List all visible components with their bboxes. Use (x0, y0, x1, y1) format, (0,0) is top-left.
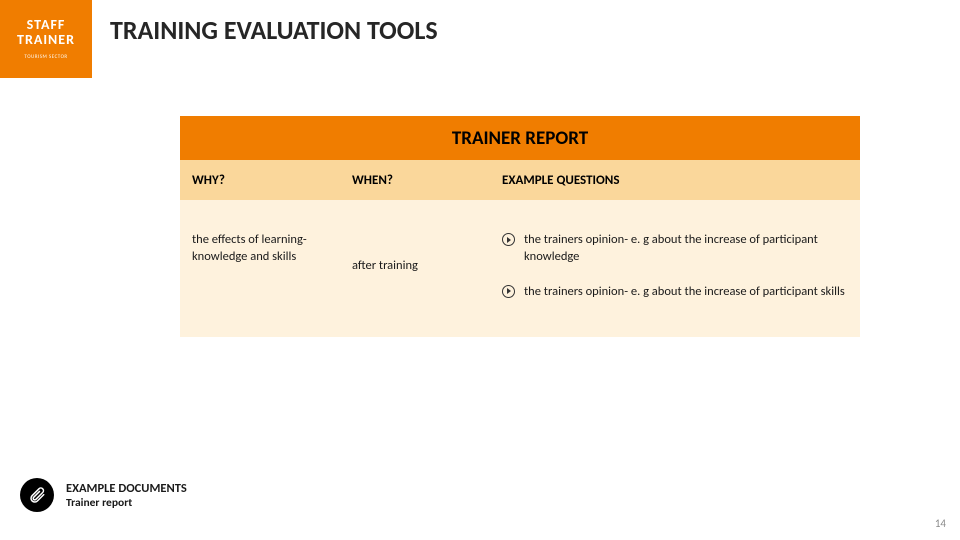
logo-line2: TRAINER (17, 33, 75, 48)
logo-tagline: TOURISM SECTOR (24, 54, 67, 60)
trainer-report-table: TRAINER REPORT WHY? WHEN? EXAMPLE QUESTI… (180, 116, 860, 337)
th-questions: EXAMPLE QUESTIONS (490, 160, 860, 200)
question-text: the trainers opinion- e. g about the inc… (524, 232, 818, 264)
questions-list: the trainers opinion- e. g about the inc… (502, 232, 848, 301)
docs-item: Trainer report (66, 496, 187, 510)
question-text: the trainers opinion- e. g about the inc… (524, 284, 845, 299)
cell-when-text: after training (352, 258, 418, 275)
list-item: the trainers opinion- e. g about the inc… (502, 232, 848, 266)
logo-block: STAFF TRAINER TOURISM SECTOR (0, 0, 92, 78)
page-number: 14 (935, 517, 946, 530)
bullet-circle-chevron-icon (502, 285, 515, 298)
example-documents: EXAMPLE DOCUMENTS Trainer report (20, 478, 187, 512)
th-when: WHEN? (340, 160, 490, 200)
page-title: TRAINING EVALUATION TOOLS (110, 14, 438, 46)
paperclip-icon (20, 478, 54, 512)
example-documents-text: EXAMPLE DOCUMENTS Trainer report (66, 481, 187, 510)
slide: STAFF TRAINER TOURISM SECTOR TRAINING EV… (0, 0, 960, 540)
cell-why: the effects of learning- knowledge and s… (180, 200, 340, 337)
table-banner: TRAINER REPORT (180, 116, 860, 160)
table-header-row: WHY? WHEN? EXAMPLE QUESTIONS (180, 160, 860, 200)
list-item: the trainers opinion- e. g about the inc… (502, 284, 848, 301)
docs-heading: EXAMPLE DOCUMENTS (66, 481, 187, 496)
cell-when: after training (340, 200, 490, 337)
th-why: WHY? (180, 160, 340, 200)
cell-questions: the trainers opinion- e. g about the inc… (490, 200, 860, 337)
table-row: the effects of learning- knowledge and s… (180, 200, 860, 337)
bullet-circle-chevron-icon (502, 233, 515, 246)
